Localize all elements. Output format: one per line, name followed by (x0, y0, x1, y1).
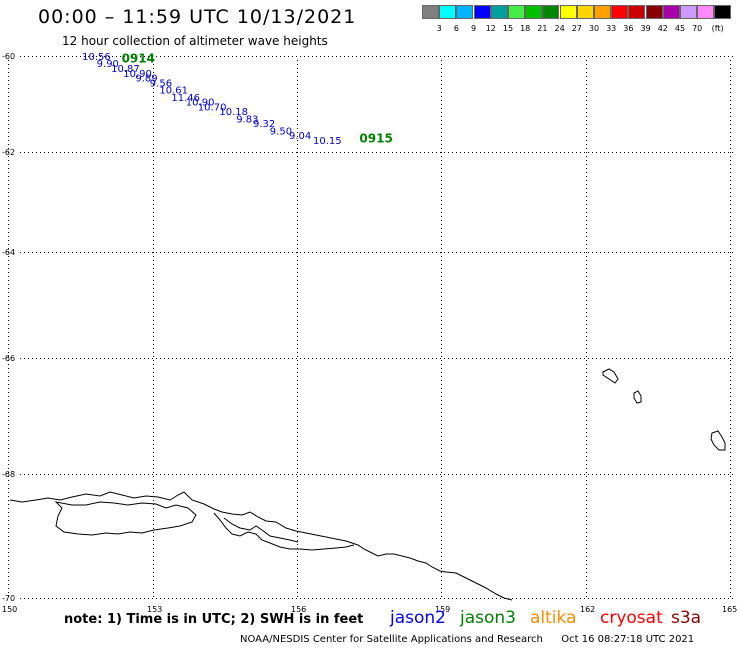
wave-height-value: 10.70 (198, 102, 227, 113)
legend-label: 27 (571, 24, 582, 33)
legend-label: 12 (485, 24, 496, 33)
wave-height-value: 10.61 (159, 86, 188, 97)
legend-swatch (490, 5, 508, 19)
satellite-name: jason3 (460, 608, 516, 628)
legend-swatch (645, 5, 663, 19)
wave-height-value: 9.32 (253, 119, 275, 130)
legend-label: 30 (588, 24, 600, 33)
wave-height-value: 9.90 (97, 59, 119, 70)
legend-label: 33 (606, 24, 617, 33)
legend-swatch (456, 5, 474, 19)
legend-swatch (576, 5, 594, 19)
footer-org: NOAA/NESDIS Center for Satellite Applica… (240, 634, 543, 645)
legend-swatch (422, 5, 439, 19)
wave-height-value: 10.87 (111, 64, 140, 75)
legend-swatch (697, 5, 715, 19)
wave-height-value: 10.90 (123, 69, 152, 80)
legend-label: 9 (471, 24, 477, 33)
legend-label: 39 (640, 24, 651, 33)
legend-unit: (ft) (711, 24, 724, 33)
legend-swatch (594, 5, 611, 19)
antarctic-coastline (9, 491, 513, 601)
ice-shelf-outline (54, 501, 197, 536)
longitude-label: 153 (147, 605, 162, 614)
satellite-name: altika (530, 608, 577, 628)
footer-credit: NOAA/NESDIS Center for Satellite Applica… (240, 634, 694, 645)
longitude-label: 156 (291, 605, 306, 614)
legend-label: 6 (453, 24, 459, 33)
legend-label: 18 (520, 24, 531, 33)
wave-height-value: 9.83 (236, 114, 258, 125)
longitude-label: 162 (580, 605, 595, 614)
legend-label: 45 (674, 24, 686, 33)
wave-height-value: 10.90 (186, 98, 215, 109)
satellite-name: jason2 (390, 608, 446, 628)
chart-subtitle: 12 hour collection of altimeter wave hei… (62, 34, 328, 48)
coastline (9, 368, 726, 601)
legend-swatch (662, 5, 680, 19)
island-1 (602, 368, 619, 384)
latitude-label: -60 (2, 52, 15, 61)
legend-swatch (611, 5, 629, 19)
wave-height-value: 10.15 (313, 136, 342, 147)
legend-swatch (628, 5, 646, 19)
bay-outline-1 (213, 512, 355, 551)
island-3 (710, 430, 726, 451)
satellite-name: s3a (671, 608, 702, 628)
legend-swatch (714, 5, 732, 19)
pass-time-label: 0915 (359, 132, 392, 146)
wave-height-value: 9.56 (150, 78, 172, 89)
legend-label: 42 (657, 24, 668, 33)
wave-height-value: 9.50 (270, 126, 292, 137)
latitude-label: -68 (2, 470, 15, 479)
legend-label: 21 (537, 24, 548, 33)
latitude-label: -70 (2, 594, 15, 603)
legend-label: 15 (502, 24, 514, 33)
wave-height-value: 9.89 (135, 74, 157, 85)
satellite-name: cryosat (600, 608, 663, 628)
wave-height-observations: 10.569.9010.8710.909.899.5610.6111.4610.… (82, 51, 393, 147)
longitude-label: 150 (2, 605, 17, 614)
legend-label: 36 (623, 24, 634, 33)
legend-label: 24 (554, 24, 565, 33)
longitude-label: 159 (435, 605, 450, 614)
bay-outline-2 (223, 517, 299, 543)
longitude-label: 165 (722, 605, 737, 614)
footer-timestamp: Oct 16 08:27:18 UTC 2021 (561, 634, 695, 645)
island-2 (633, 390, 642, 404)
legend-label: 70 (692, 24, 703, 33)
pass-time-label: 0914 (122, 51, 155, 65)
legend-swatch (559, 5, 577, 19)
legend-swatch (473, 5, 491, 19)
latitude-label: -66 (2, 354, 15, 363)
wave-height-value: 10.56 (82, 52, 111, 63)
legend-swatch (680, 5, 697, 19)
legend-swatch (525, 5, 543, 19)
legend-swatch (508, 5, 525, 19)
legend-swatch (542, 5, 560, 19)
wave-height-value: 9.04 (289, 131, 311, 142)
wave-height-value: 10.18 (219, 107, 248, 118)
wave-height-value: 11.46 (171, 93, 200, 104)
chart-title: 00:00 – 11:59 UTC 10/13/2021 (38, 6, 357, 28)
legend-label: 3 (436, 24, 442, 33)
legend-swatch (439, 5, 457, 19)
units-note: note: 1) Time is in UTC; 2) SWH is in fe… (64, 612, 364, 627)
